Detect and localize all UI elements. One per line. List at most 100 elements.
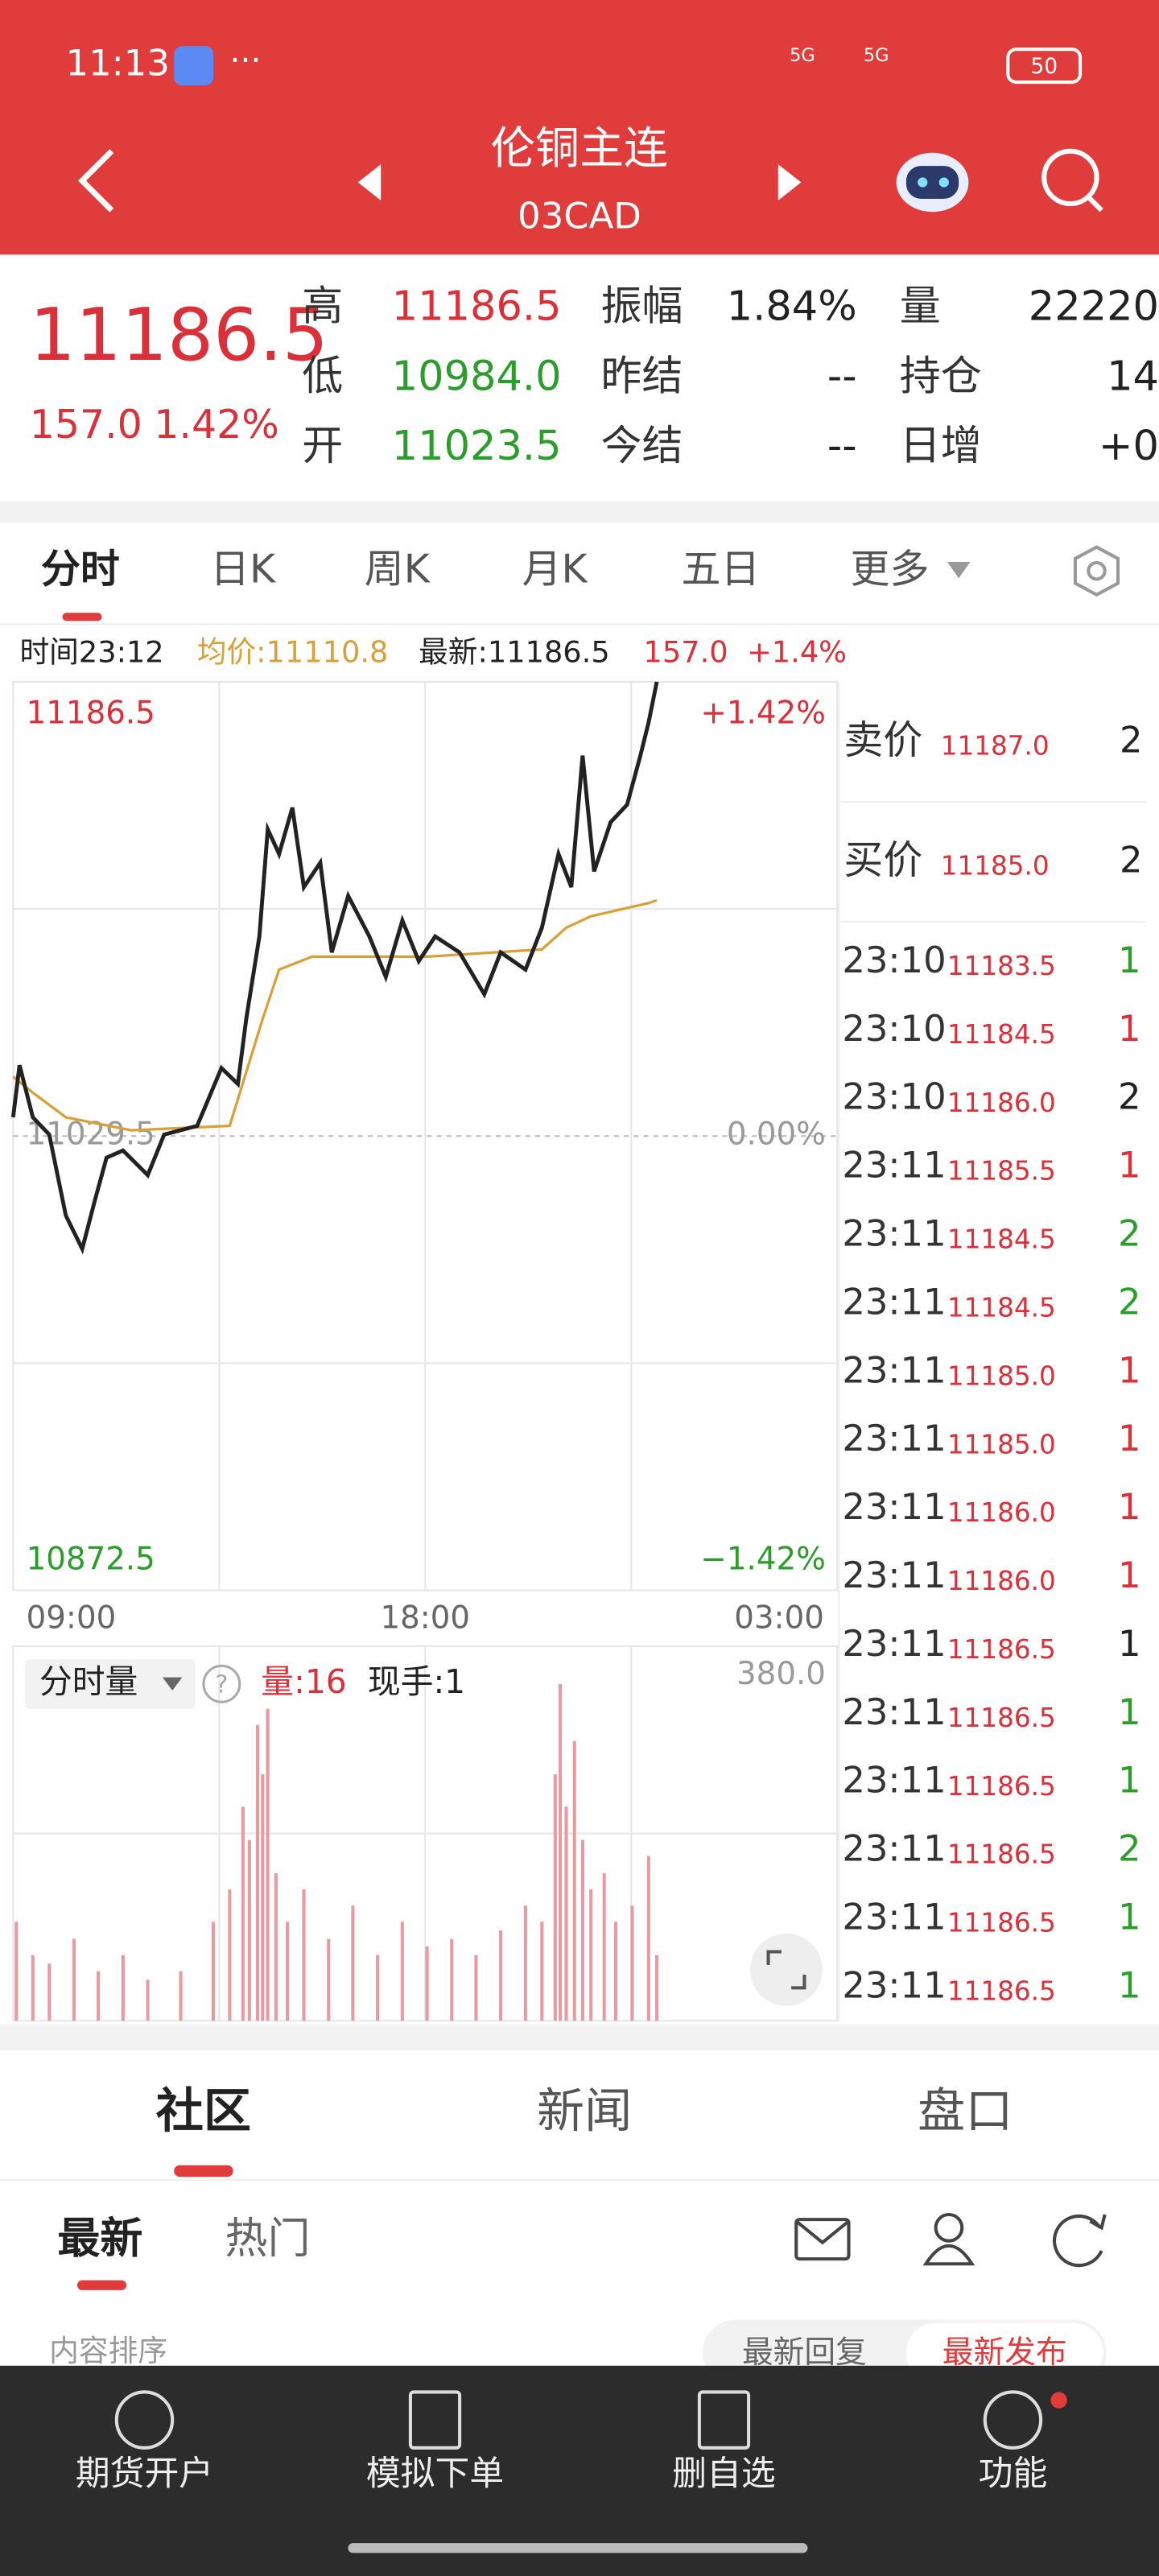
book-label: 卖价 [843,717,922,763]
volume-selector[interactable] [24,1659,196,1709]
volume-bar [247,1839,251,2021]
stat-value: 1.84% [727,283,857,331]
volume-bar [302,1889,306,2021]
chart-tab[interactable]: 更多 [851,547,930,592]
volume-bar [241,1806,245,2021]
nav-icon [114,2390,175,2450]
trade-price: 11186.5 [947,1839,1056,1870]
volume-bar [14,1922,19,2021]
trade-time: 23:11 [842,1485,946,1528]
chart-tab[interactable]: 周K [365,547,431,592]
volume-bar [266,1708,270,2021]
stat-value: 11186.5 [392,283,562,331]
volume-bar [256,1724,260,2021]
sort-option[interactable]: 最新回复 [742,2334,867,2371]
volume-bar [602,1873,606,2021]
chart-tab[interactable]: 日K [210,547,277,592]
volume-value: 量:16 [261,1662,346,1701]
trade-price: 11186.0 [947,1088,1056,1118]
price-change: 157.0 [30,402,142,448]
assistant-button[interactable] [896,152,969,213]
sub-tab[interactable]: 最新 [57,2213,142,2263]
volume-bar [47,1963,52,2021]
trade-price: 11186.5 [947,1771,1056,1802]
nav-label[interactable]: 删自选 [672,2454,775,2494]
contract-title: 伦铜主连 [491,122,668,174]
trade-qty: 1 [1118,1144,1141,1187]
status-network: 5G [864,45,889,66]
volume-bar [121,1955,125,2021]
volume-bar [274,1873,278,2021]
trade-price: 11186.5 [947,1976,1056,2007]
trade-time: 23:11 [842,1690,946,1733]
help-icon-label[interactable]: ? [215,1670,228,1699]
message-button[interactable] [794,2218,851,2261]
stat-value: 10984.0 [392,353,562,400]
settings-button[interactable] [1073,545,1120,597]
y-tick-label: 11186.5 [27,695,155,731]
trade-qty: 1 [1118,1554,1141,1596]
stat-label: 今结 [601,423,683,470]
trade-qty: 2 [1118,1280,1141,1323]
trade-price: 11185.0 [947,1429,1056,1459]
trade-time: 23:11 [842,1280,946,1323]
volume-bar [31,1955,35,2021]
trade-price: 11186.0 [947,1497,1056,1528]
trade-qty: 1 [1118,1485,1141,1528]
stat-value: -- [827,423,857,470]
trade-time: 23:10 [842,1007,946,1050]
community-tab[interactable]: 社区 [156,2083,251,2139]
book-qty: 2 [1120,838,1143,881]
volume-bar [400,1922,404,2021]
stat-label: 高 [302,283,343,331]
prev-contract[interactable] [357,164,382,200]
refresh-button[interactable] [1053,2214,1107,2268]
volume-bar [474,1955,478,2021]
volume-bar [286,1922,290,2021]
volume-bar [327,1938,331,2021]
next-contract[interactable] [777,164,802,200]
nav-label[interactable]: 模拟下单 [366,2454,504,2494]
book-price: 11185.0 [941,851,1050,881]
community-tab[interactable]: 盘口 [918,2083,1013,2139]
tab-indicator [76,2280,127,2290]
trade-time: 23:11 [842,1622,946,1665]
back-button[interactable] [77,149,114,213]
y-tick-label: 380.0 [736,1656,826,1692]
fullscreen-button[interactable] [750,1934,823,2006]
volume-selector-label[interactable]: 分时量 [39,1662,138,1701]
contract-code: 03CAD [518,194,641,237]
chart-tab[interactable]: 分时 [41,547,120,592]
volume-bar [589,1889,593,2021]
trade-qty: 2 [1118,1075,1141,1118]
trade-time: 23:11 [842,1963,946,2006]
sort-option[interactable]: 最新发布 [942,2334,1067,2371]
tab-indicator [62,613,102,621]
y2-tick-label: 0.00% [727,1117,826,1153]
header-bg [0,0,1159,255]
chart-tab[interactable]: 月K [522,547,589,592]
community-tab[interactable]: 新闻 [537,2083,632,2139]
help-icon[interactable] [202,1664,241,1703]
trade-price: 11185.5 [947,1156,1056,1187]
volume-bar [564,1806,568,2021]
sub-tab[interactable]: 热门 [225,2213,310,2263]
trade-time: 23:11 [842,1759,946,1802]
x-tick-label: 18:00 [380,1600,470,1637]
nav-label[interactable]: 期货开户 [76,2454,213,2494]
nav-label[interactable]: 功能 [979,2454,1048,2494]
bottom-nav [0,2365,1159,2576]
profile-button[interactable] [922,2212,975,2266]
average-line [12,898,658,1132]
trade-qty: 2 [1118,1212,1141,1255]
trade-price: 11183.5 [947,951,1056,981]
info-change-pct: +1.4% [747,635,847,670]
chart-tab[interactable]: 五日 [681,547,760,592]
trade-qty: 2 [1118,1827,1141,1870]
app-icon [174,46,214,86]
trade-time: 23:11 [842,1348,946,1391]
search-button[interactable] [1041,148,1103,213]
sort-label: 内容排序 [49,2334,167,2368]
